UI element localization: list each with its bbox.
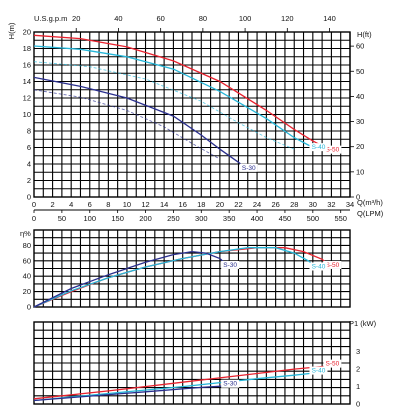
efficiency-curve-s-40 xyxy=(33,247,318,308)
flow-axis-label-lpm: Q(LPM) xyxy=(357,209,384,218)
head-y-tick: 12 xyxy=(23,94,31,103)
efficiency-axis-label: η% xyxy=(20,229,31,238)
head-curve-label-s-30: S-30 xyxy=(242,165,256,172)
flow-m3h-tick: 22 xyxy=(234,200,242,209)
flow-m3h-tick: 24 xyxy=(253,200,261,209)
head-y2-tick: 60 xyxy=(356,42,364,51)
flow-lpm-tick: 400 xyxy=(251,214,264,223)
flow-axis-label-m3h: Q(m³/h) xyxy=(357,198,383,207)
efficiency-curve-label-bg-s-50 xyxy=(323,260,342,269)
flow-m3h-tick: 14 xyxy=(160,200,168,209)
head-y-tick: 4 xyxy=(27,160,31,169)
head-curve-label-bg-s-50 xyxy=(323,145,342,154)
head-y-tick: 16 xyxy=(23,61,31,70)
flow-lpm-tick: 50 xyxy=(58,214,66,223)
flow-m3h-tick: 16 xyxy=(179,200,187,209)
power-curve-s-30 xyxy=(33,385,230,402)
efficiency-y-tick: 80 xyxy=(23,241,31,250)
head-y-tick: 20 xyxy=(23,28,31,37)
head-axis-label-m: H(m) xyxy=(7,22,16,39)
efficiency-y-tick: 20 xyxy=(23,287,31,296)
gpm-tick: 60 xyxy=(156,14,164,23)
efficiency-curve-label-bg-s-40 xyxy=(309,262,328,271)
head-curve-s-30 xyxy=(33,76,249,171)
head-y-tick: 2 xyxy=(27,176,31,185)
efficiency-y-tick: 0 xyxy=(27,303,31,312)
flow-lpm-tick: 300 xyxy=(195,214,208,223)
gpm-tick: 40 xyxy=(114,14,122,23)
flow-m3h-tick: 32 xyxy=(327,200,335,209)
head-axis-label-ft: H(ft) xyxy=(357,30,372,39)
flow-m3h-tick: 2 xyxy=(51,200,55,209)
flow-lpm-tick: 500 xyxy=(307,214,320,223)
flow-lpm-tick: 250 xyxy=(167,214,180,223)
head-y-tick: 14 xyxy=(23,77,31,86)
power-curve-label-s-50: S-50 xyxy=(326,361,340,368)
efficiency-curve-label-s-40: S-40 xyxy=(312,264,326,271)
power-curve-label-s-40: S-40 xyxy=(312,368,326,375)
flow-lpm-tick: 100 xyxy=(84,214,97,223)
flow-m3h-tick: 6 xyxy=(88,200,92,209)
efficiency-curve-label-s-30: S-30 xyxy=(223,262,237,269)
flow-lpm-tick: 200 xyxy=(139,214,152,223)
power-y-tick: 2 xyxy=(356,365,360,374)
power-curve-label-bg-s-30 xyxy=(221,379,240,388)
power-y-tick: 1 xyxy=(356,382,360,391)
flow-m3h-tick: 20 xyxy=(216,200,224,209)
power-curve-label-s-30: S-30 xyxy=(223,381,237,388)
head-secondary-curve-1 xyxy=(33,89,221,160)
head-y2-tick: 10 xyxy=(356,167,364,176)
gpm-tick: 120 xyxy=(281,14,294,23)
efficiency-y-tick: 60 xyxy=(23,256,31,265)
flow-lpm-tick: 350 xyxy=(223,214,236,223)
top-axis-label: U.S.g.p.m xyxy=(34,14,67,23)
power-axis-label: P1 (kW) xyxy=(349,319,377,328)
gpm-tick: 80 xyxy=(199,14,207,23)
gpm-tick: 100 xyxy=(239,14,252,23)
head-curve-label-bg-s-40 xyxy=(309,143,328,152)
flow-m3h-tick: 26 xyxy=(271,200,279,209)
flow-lpm-tick: 150 xyxy=(111,214,124,223)
efficiency-curve-label-bg-s-30 xyxy=(221,260,240,269)
flow-m3h-tick: 10 xyxy=(123,200,131,209)
flow-m3h-tick: 28 xyxy=(290,200,298,209)
flow-m3h-tick: 8 xyxy=(106,200,110,209)
efficiency-y-tick: 40 xyxy=(23,272,31,281)
gpm-tick: 140 xyxy=(323,14,336,23)
flow-m3h-tick: 34 xyxy=(346,200,354,209)
flow-m3h-tick: 0 xyxy=(32,200,36,209)
head-y2-tick: 40 xyxy=(356,92,364,101)
head-y2-tick: 0 xyxy=(356,193,360,202)
head-curve-label-s-50: S-50 xyxy=(326,147,340,154)
power-curve-s-50 xyxy=(33,364,332,400)
power-curve-s-40 xyxy=(33,371,318,402)
power-curve-label-bg-s-50 xyxy=(323,359,342,368)
head-y-tick: 18 xyxy=(23,44,31,53)
head-y2-tick: 20 xyxy=(356,142,364,151)
gpm-tick: 20 xyxy=(72,14,80,23)
efficiency-curve-s-30 xyxy=(33,250,230,308)
head-y-tick: 0 xyxy=(27,193,31,202)
flow-m3h-tick: 4 xyxy=(69,200,73,209)
head-y-tick: 8 xyxy=(27,127,31,136)
head-y2-tick: 50 xyxy=(356,67,364,76)
head-curve-label-bg-s-30 xyxy=(239,163,258,172)
flow-lpm-tick: 450 xyxy=(279,214,292,223)
flow-m3h-tick: 12 xyxy=(141,200,149,209)
head-y2-tick: 30 xyxy=(356,117,364,126)
head-y-tick: 6 xyxy=(27,143,31,152)
flow-m3h-tick: 30 xyxy=(309,200,317,209)
efficiency-curve-label-s-50: S-50 xyxy=(326,262,340,269)
power-y-tick: 3 xyxy=(356,347,360,356)
head-curve-label-s-40: S-40 xyxy=(312,144,326,151)
head-curve-s-40 xyxy=(33,45,318,150)
flow-lpm-tick: 550 xyxy=(334,214,347,223)
flow-lpm-tick: 0 xyxy=(32,214,36,223)
power-curve-label-bg-s-40 xyxy=(309,366,328,375)
power-y-tick: 0 xyxy=(356,400,360,409)
head-secondary-curve-0 xyxy=(33,61,295,150)
flow-m3h-tick: 18 xyxy=(197,200,205,209)
head-y-tick: 10 xyxy=(23,110,31,119)
